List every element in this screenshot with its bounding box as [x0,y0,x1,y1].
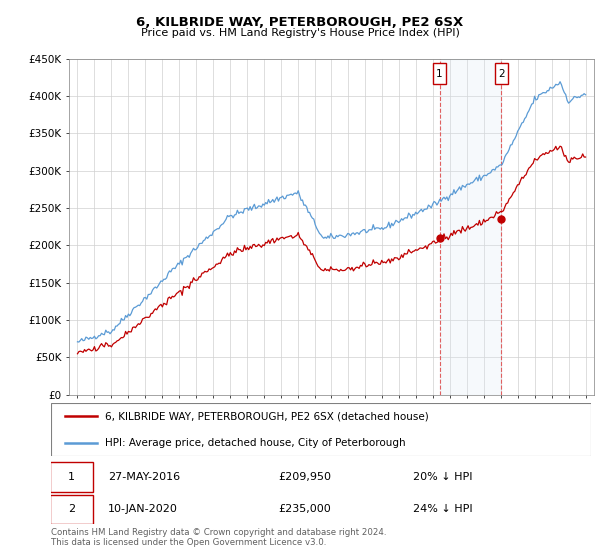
FancyBboxPatch shape [433,63,446,84]
Text: 27-MAY-2016: 27-MAY-2016 [108,472,180,482]
Text: 6, KILBRIDE WAY, PETERBOROUGH, PE2 6SX: 6, KILBRIDE WAY, PETERBOROUGH, PE2 6SX [136,16,464,29]
FancyBboxPatch shape [50,494,93,524]
Text: £209,950: £209,950 [278,472,331,482]
Text: 20% ↓ HPI: 20% ↓ HPI [413,472,472,482]
Bar [440,59,502,395]
Text: Contains HM Land Registry data © Crown copyright and database right 2024.
This d: Contains HM Land Registry data © Crown c… [51,528,386,547]
FancyBboxPatch shape [50,463,93,492]
Text: 1: 1 [68,472,75,482]
Text: 2: 2 [68,505,75,515]
Text: Price paid vs. HM Land Registry's House Price Index (HPI): Price paid vs. HM Land Registry's House … [140,28,460,38]
Text: 6, KILBRIDE WAY, PETERBOROUGH, PE2 6SX (detached house): 6, KILBRIDE WAY, PETERBOROUGH, PE2 6SX (… [105,412,429,422]
FancyBboxPatch shape [494,63,508,84]
Text: 2: 2 [498,69,505,79]
Text: 24% ↓ HPI: 24% ↓ HPI [413,505,472,515]
Text: £235,000: £235,000 [278,505,331,515]
Text: 10-JAN-2020: 10-JAN-2020 [108,505,178,515]
Text: HPI: Average price, detached house, City of Peterborough: HPI: Average price, detached house, City… [105,438,406,448]
Text: 1: 1 [436,69,443,79]
